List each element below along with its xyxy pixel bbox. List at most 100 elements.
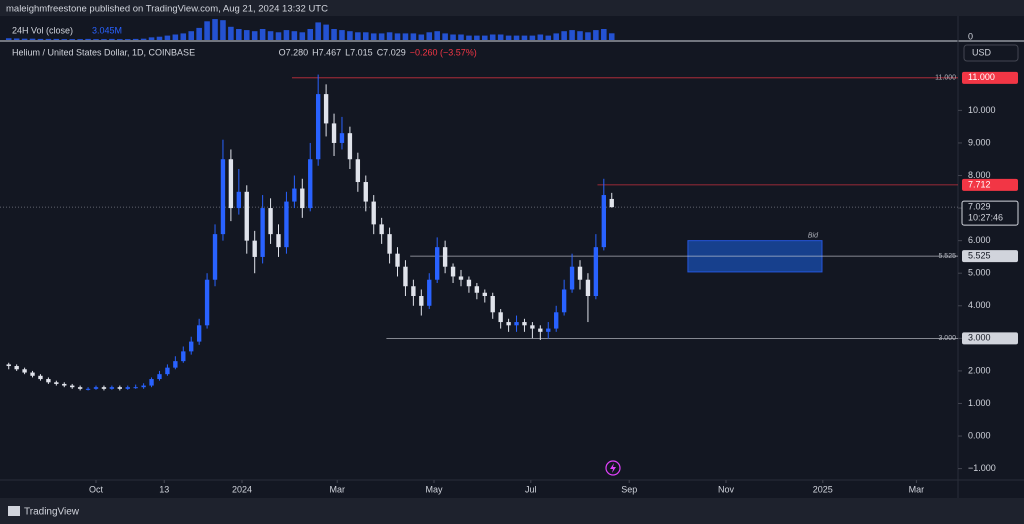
volume-bar (53, 38, 60, 40)
volume-bar (21, 38, 28, 40)
candle-body (538, 328, 543, 332)
volume-bar (537, 34, 544, 40)
candle-body (260, 208, 265, 257)
x-tick-label: May (426, 484, 444, 494)
x-tick-label: Mar (909, 484, 925, 494)
brand: TradingView (24, 507, 80, 518)
candle-body (300, 188, 305, 209)
candle-body (228, 159, 234, 209)
volume-bar (442, 33, 448, 40)
candle-body (561, 289, 567, 313)
candle-body (70, 385, 75, 388)
x-tick-label: Nov (718, 484, 735, 494)
x-tick-label: Sep (621, 484, 637, 494)
volume-bar (93, 39, 99, 40)
y-tick-label: 2.000 (968, 365, 991, 375)
ohlc-value: L7.015 (345, 47, 373, 57)
volume-bar (13, 38, 20, 40)
volume-bar (267, 31, 274, 40)
candle-body (165, 367, 170, 375)
volume-bar (426, 32, 433, 40)
chart-background (0, 16, 1024, 498)
candle-body (62, 383, 67, 386)
candle-body (125, 387, 130, 389)
candle-body (554, 312, 559, 329)
countdown: 10:27:46 (968, 213, 1003, 223)
volume-bar (5, 38, 12, 40)
candle-body (308, 159, 313, 209)
volume-bar (283, 30, 290, 40)
candle-body (244, 191, 249, 241)
level-axis-box (962, 250, 1018, 263)
currency[interactable]: USD (972, 47, 992, 57)
y-tick-label: 6.000 (968, 235, 991, 245)
candle-body (403, 266, 408, 287)
volume-bar (307, 29, 314, 40)
x-tick-label: Oct (89, 484, 104, 494)
volume-bar (355, 32, 361, 40)
candle-body (379, 224, 384, 235)
currency-button[interactable] (963, 44, 1019, 62)
candle-body (514, 322, 519, 326)
volume-bar (109, 38, 115, 40)
volume-bar (450, 34, 456, 40)
y-tick-label: 10.000 (968, 105, 996, 115)
candle-body (38, 375, 43, 380)
volume-bar (585, 32, 591, 40)
y-tick-label: 5.000 (968, 268, 991, 278)
volume-bar (577, 31, 583, 40)
candle-body (212, 234, 218, 280)
volume-bar (505, 35, 512, 40)
x-tick-label: Mar (329, 484, 345, 494)
volume-bar (204, 21, 210, 40)
candle-body (435, 247, 440, 280)
volume-bar (37, 38, 44, 40)
volume-bar (418, 34, 425, 40)
last-price-box (961, 200, 1019, 226)
candle-body (181, 351, 186, 362)
candle-body (506, 322, 511, 326)
candle-body (442, 247, 448, 267)
volume-bar (362, 32, 369, 40)
candle-body (546, 328, 551, 332)
ohlc-value: C7.029 (377, 47, 406, 57)
volume-bar (29, 38, 36, 40)
candle-body (292, 188, 297, 202)
volume-bar (212, 19, 218, 40)
candle-body (339, 133, 345, 143)
volume-last: 3.045M (92, 25, 122, 35)
volume-bar (196, 27, 202, 40)
candle-body (522, 322, 527, 326)
candle-body (419, 296, 424, 306)
volume-bar (180, 33, 187, 40)
level-line-label: 11.000 (935, 75, 956, 82)
candle-body (117, 387, 122, 389)
volume-bar (228, 26, 234, 40)
volume-bar (45, 38, 52, 40)
event-icon[interactable] (605, 460, 621, 476)
volume-bar (497, 34, 504, 40)
candle-body (474, 286, 480, 293)
volume-bar (299, 32, 306, 40)
candle-body (173, 361, 178, 368)
volume-bar (61, 39, 68, 40)
volume-bar (474, 35, 480, 40)
volume-bar (601, 29, 607, 40)
volume-bar (291, 31, 298, 40)
candle-body (54, 382, 59, 384)
volume-bar (164, 35, 171, 40)
volume-bar (124, 39, 131, 40)
volume-bar (156, 36, 163, 40)
candle-body (109, 387, 115, 389)
candle-body (569, 266, 575, 290)
volume-bar (132, 38, 139, 40)
volume-title: 24H Vol (close) (12, 25, 73, 35)
candle-body (268, 208, 273, 235)
candle-body (22, 369, 27, 373)
candle-body (284, 201, 289, 248)
volume-bar (593, 30, 599, 40)
candle-body (395, 253, 400, 267)
volume-bar (140, 38, 147, 40)
volume-bar (529, 35, 536, 40)
level-axis-label: 5.525 (968, 250, 991, 260)
